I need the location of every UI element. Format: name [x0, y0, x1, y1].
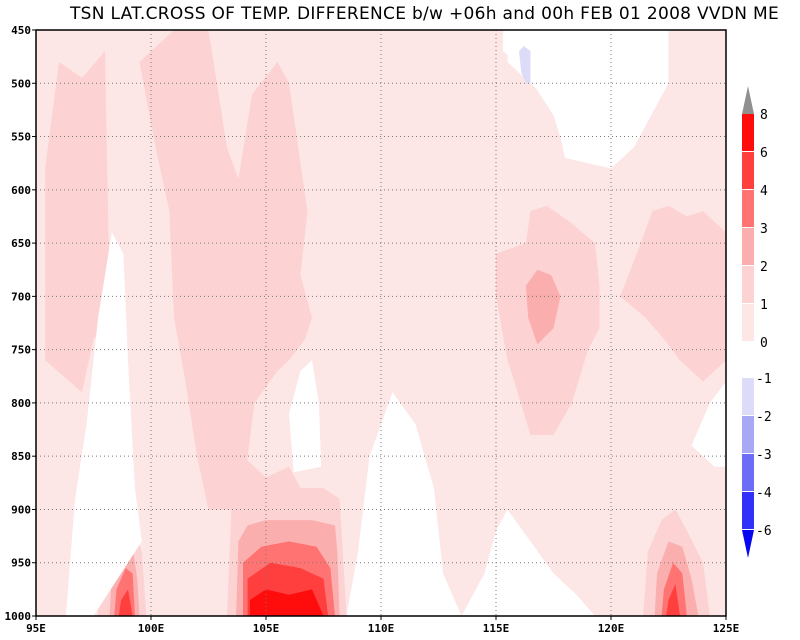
- colorbar-label: 0: [760, 336, 768, 351]
- colorbar-label: 8: [760, 108, 768, 123]
- colorbar-segment-negative: [742, 492, 754, 529]
- colorbar-label: 1: [760, 298, 768, 313]
- colorbar-label: 2: [760, 260, 768, 275]
- colorbar-label: -3: [756, 448, 772, 463]
- zone-1to2-far-right: [620, 205, 726, 382]
- y-axis: 450 500 550 600 650 700 750 800 850 900 950 1000: [5, 24, 36, 623]
- colorbar-segment-negative: [742, 416, 754, 453]
- colorbar-label: 6: [760, 146, 768, 161]
- colorbar-segment-positive: [742, 114, 754, 151]
- colorbar-top-arrow: [742, 86, 754, 114]
- y-tick-label: 700: [11, 290, 31, 303]
- x-tick-label: 120E: [598, 622, 625, 635]
- colorbar-segment-negative: [742, 378, 754, 415]
- colorbar-segment-positive: [742, 228, 754, 265]
- chart-title: TSN LAT.CROSS OF TEMP. DIFFERENCE b/w +0…: [70, 4, 779, 24]
- zone-4to6-bottom-left: [118, 589, 133, 616]
- zone-1to2-center: [139, 30, 312, 510]
- colorbar-segment-positive: [742, 304, 754, 341]
- zone-2to3-center-right: [525, 269, 561, 345]
- y-tick-label: 850: [11, 450, 31, 463]
- y-tick-label: 750: [11, 344, 31, 357]
- colorbar-segment-positive: [742, 190, 754, 227]
- colorbar-segment-positive: [742, 266, 754, 303]
- x-tick-label: 125E: [713, 622, 740, 635]
- x-tick-label: 105E: [253, 622, 280, 635]
- contour-regions: [36, 30, 726, 616]
- zone-white-left-vertical: [65, 232, 142, 616]
- colorbar-label: 3: [760, 222, 768, 237]
- y-tick-label: 950: [11, 557, 31, 570]
- y-tick-label: 500: [11, 77, 31, 90]
- colorbar-label: -2: [756, 410, 772, 425]
- zone-white-center: [289, 360, 322, 473]
- x-tick-label: 100E: [138, 622, 165, 635]
- x-axis: 95E 100E 105E 110E 115E 120E 125E: [26, 616, 739, 635]
- zone-white-upper-right: [502, 30, 664, 164]
- colorbar-label: -6: [756, 524, 772, 539]
- y-tick-label: 800: [11, 397, 31, 410]
- x-tick-label: 110E: [368, 622, 395, 635]
- zone-6to8-bottom-center: [249, 589, 324, 616]
- x-tick-label: 95E: [26, 622, 46, 635]
- colorbar-label: 4: [760, 184, 768, 199]
- colorbar-label: -1: [756, 372, 772, 387]
- zone-blue-sliver: [519, 46, 531, 84]
- y-tick-label: 450: [11, 24, 31, 37]
- y-tick-label: 650: [11, 237, 31, 250]
- zone-4to6-bottom-right: [666, 584, 680, 616]
- y-tick-label: 1000: [5, 610, 32, 623]
- y-tick-label: 550: [11, 131, 31, 144]
- zone-white-bottom-center-right: [346, 392, 462, 616]
- y-tick-label: 600: [11, 184, 31, 197]
- colorbar-label: -4: [756, 486, 772, 501]
- colorbar-segment-positive: [742, 152, 754, 189]
- colorbar-segment-negative: [742, 454, 754, 491]
- colorbar-bottom-arrow: [742, 530, 754, 558]
- zone-white-right-strip: [691, 381, 726, 467]
- colorbar: 8 6 4 3 2 1 0 -1 -2 -3 -4 -6: [742, 86, 772, 558]
- y-tick-label: 900: [11, 503, 31, 516]
- grid-lines: [36, 30, 726, 616]
- x-tick-label: 115E: [483, 622, 510, 635]
